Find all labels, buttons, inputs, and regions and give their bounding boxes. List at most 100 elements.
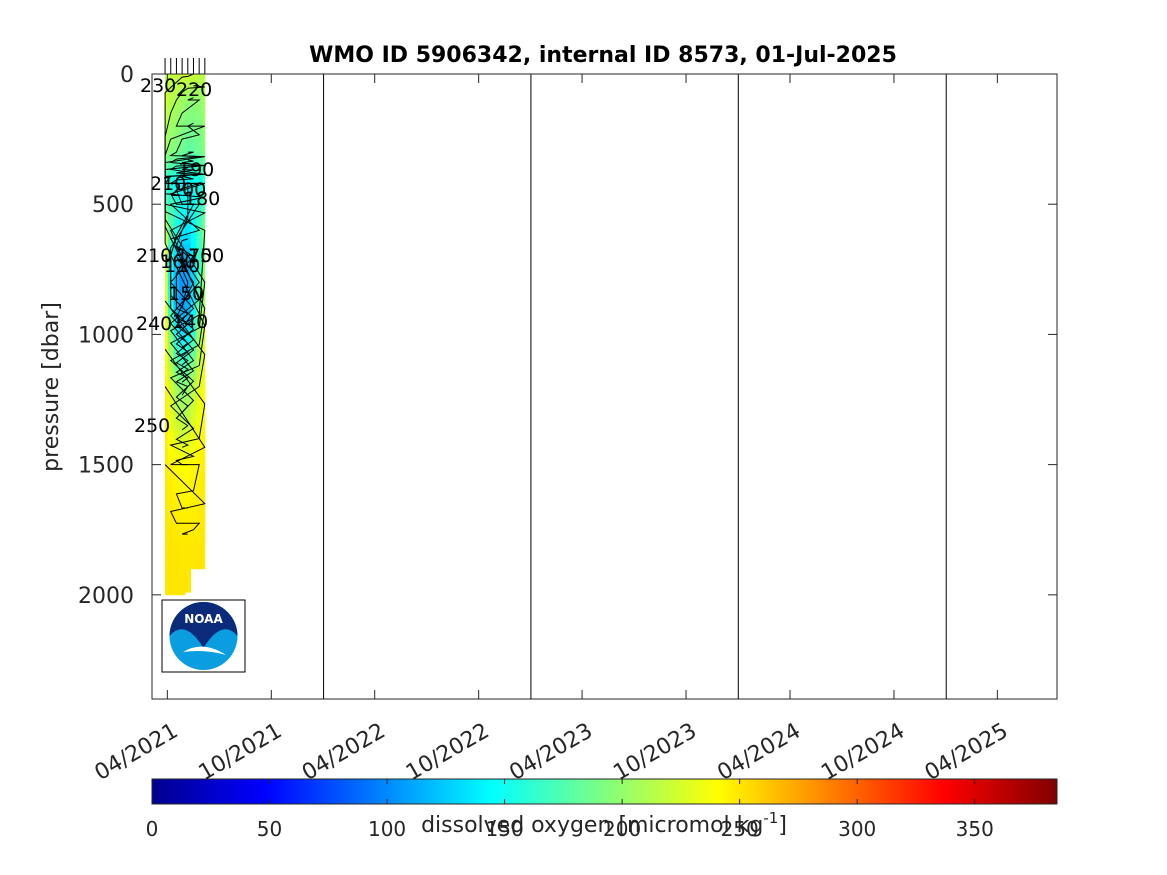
cell <box>196 482 203 486</box>
cell <box>173 415 180 419</box>
cell <box>184 123 192 127</box>
cell <box>184 435 192 439</box>
cell <box>196 113 203 117</box>
cell <box>167 126 174 130</box>
cell <box>190 378 197 382</box>
cell <box>184 534 192 538</box>
cell <box>190 402 197 406</box>
cell <box>179 214 186 218</box>
cell <box>190 141 197 145</box>
cell <box>190 76 197 80</box>
cell <box>165 342 169 346</box>
cell <box>190 297 197 301</box>
cell <box>184 563 192 567</box>
cell <box>201 105 206 109</box>
cell <box>196 300 203 304</box>
cell <box>167 490 174 494</box>
cell <box>179 292 186 296</box>
cell <box>165 253 169 257</box>
cell <box>165 170 169 174</box>
cell <box>173 357 180 361</box>
cell <box>201 456 206 460</box>
cell <box>190 136 197 140</box>
cell <box>196 139 203 143</box>
cell <box>190 310 197 314</box>
y-tick-label-3: 1500 <box>78 454 134 479</box>
cell <box>173 144 180 148</box>
cell <box>190 532 197 536</box>
cell <box>173 107 180 111</box>
cell <box>167 519 174 523</box>
cell <box>179 100 186 104</box>
cell <box>173 378 180 382</box>
cell <box>165 185 169 189</box>
cell <box>165 123 169 127</box>
cell <box>196 407 203 411</box>
cell <box>184 258 192 262</box>
cell <box>167 79 174 83</box>
cell <box>184 553 192 557</box>
cell <box>165 521 169 525</box>
cell <box>179 84 186 88</box>
cell <box>167 180 174 184</box>
cell <box>179 110 186 114</box>
cell <box>167 139 174 143</box>
cell <box>173 438 180 442</box>
cell <box>190 324 197 328</box>
cell <box>190 219 197 223</box>
cell <box>196 511 203 515</box>
cell <box>184 469 192 473</box>
cell <box>165 425 169 429</box>
cell <box>173 519 180 523</box>
cell <box>165 84 169 88</box>
cell <box>165 563 169 567</box>
cell <box>190 540 197 544</box>
cell <box>190 553 197 557</box>
cell <box>173 495 180 499</box>
cell <box>179 238 186 242</box>
cell <box>173 89 180 93</box>
cell <box>167 524 174 528</box>
contour-230 <box>164 300 206 448</box>
cell <box>201 282 206 286</box>
cell <box>173 118 180 122</box>
cell <box>179 258 186 262</box>
cell <box>184 501 192 505</box>
cell <box>179 555 186 559</box>
cell <box>190 131 197 135</box>
cell <box>190 105 197 109</box>
cell <box>190 274 197 278</box>
cell <box>173 550 180 554</box>
cell <box>190 326 197 330</box>
cell <box>167 396 174 400</box>
cell <box>184 295 192 299</box>
cell <box>190 446 197 450</box>
cell <box>196 227 203 231</box>
cell <box>165 264 169 268</box>
cell <box>190 407 197 411</box>
cell <box>165 326 169 330</box>
cell <box>196 446 203 450</box>
cell <box>179 230 186 234</box>
cell <box>173 199 180 203</box>
cell <box>165 467 169 471</box>
cell <box>173 128 180 132</box>
cell <box>173 540 180 544</box>
cell <box>173 482 180 486</box>
cell <box>196 131 203 135</box>
cell <box>167 547 174 551</box>
cell <box>173 76 180 80</box>
cell <box>165 485 169 489</box>
cell <box>165 438 169 442</box>
cell <box>190 342 197 346</box>
cell <box>184 542 192 546</box>
cell <box>173 100 180 104</box>
cell <box>190 331 197 335</box>
cell <box>165 417 169 421</box>
cell <box>173 258 180 262</box>
cell <box>173 251 180 255</box>
cell <box>201 482 206 486</box>
cell <box>184 396 192 400</box>
cell <box>190 144 197 148</box>
cell <box>167 399 174 403</box>
